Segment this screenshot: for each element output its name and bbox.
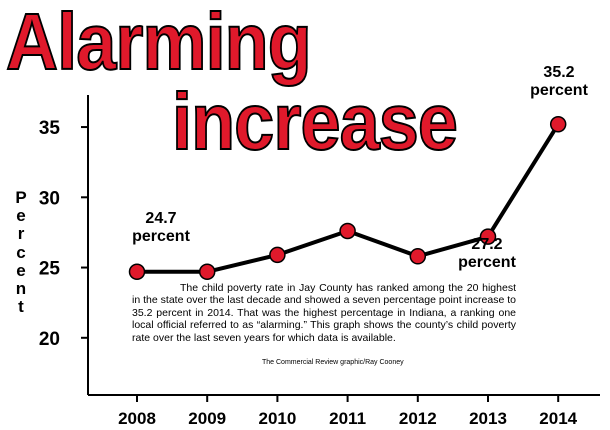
callout-2014: 35.2 percent bbox=[504, 64, 610, 99]
chart-caption: The child poverty rate in Jay County has… bbox=[132, 282, 516, 344]
data-point-2010 bbox=[269, 246, 286, 264]
callout-value: 27.2 bbox=[471, 236, 503, 253]
data-point-2014 bbox=[549, 115, 567, 133]
callout-2013: 27.2 percent bbox=[432, 236, 542, 271]
chart-title-line-2: increase bbox=[171, 77, 459, 166]
y-tick-label: 30 bbox=[39, 188, 60, 209]
x-tick-label: 2012 bbox=[399, 409, 437, 428]
x-tick-label: 2014 bbox=[539, 409, 577, 428]
data-point-2012 bbox=[409, 248, 427, 265]
y-axis-label-letter: t bbox=[18, 297, 24, 317]
callout-2008: 24.7 percent bbox=[106, 210, 216, 245]
axes bbox=[87, 95, 600, 396]
y-axis-label-letter: e bbox=[16, 206, 26, 226]
y-axis-label-letter: P bbox=[15, 188, 27, 207]
data-point-2009 bbox=[198, 263, 216, 281]
x-tick-label: 2013 bbox=[469, 409, 507, 428]
x-tick-label: 2008 bbox=[118, 409, 156, 428]
y-axis-label-letter: n bbox=[15, 279, 27, 298]
y-tick-label: 25 bbox=[39, 259, 61, 280]
data-point-2013 bbox=[479, 228, 497, 245]
callout-value: 24.7 bbox=[145, 210, 177, 227]
y-axis-label-letter: r bbox=[17, 224, 25, 244]
y-axis-label-letter: e bbox=[16, 260, 26, 280]
x-tick-label: 2010 bbox=[258, 409, 296, 428]
x-tick-label: 2011 bbox=[329, 409, 366, 428]
callout-unit: percent bbox=[458, 253, 516, 271]
chart-title-line-1: Alarming bbox=[5, 0, 313, 86]
y-axis-ticks: 20 25 30 35 bbox=[39, 118, 88, 350]
callout-value: 35.2 bbox=[543, 64, 575, 81]
y-axis-label-letter: c bbox=[16, 242, 26, 262]
x-tick-label: 2009 bbox=[188, 409, 226, 428]
callout-unit: percent bbox=[132, 227, 190, 245]
data-point-2008 bbox=[128, 263, 146, 281]
y-tick-label: 35 bbox=[39, 118, 61, 139]
graphic-credit: The Commercial Review graphic/Ray Cooney bbox=[262, 359, 404, 366]
callout-unit: percent bbox=[530, 81, 588, 99]
data-markers bbox=[128, 115, 567, 281]
y-tick-label: 20 bbox=[39, 329, 60, 350]
x-axis-ticks: 2008 2009 2010 2011 2012 2013 2014 bbox=[118, 395, 578, 428]
data-point-2011 bbox=[339, 222, 356, 240]
